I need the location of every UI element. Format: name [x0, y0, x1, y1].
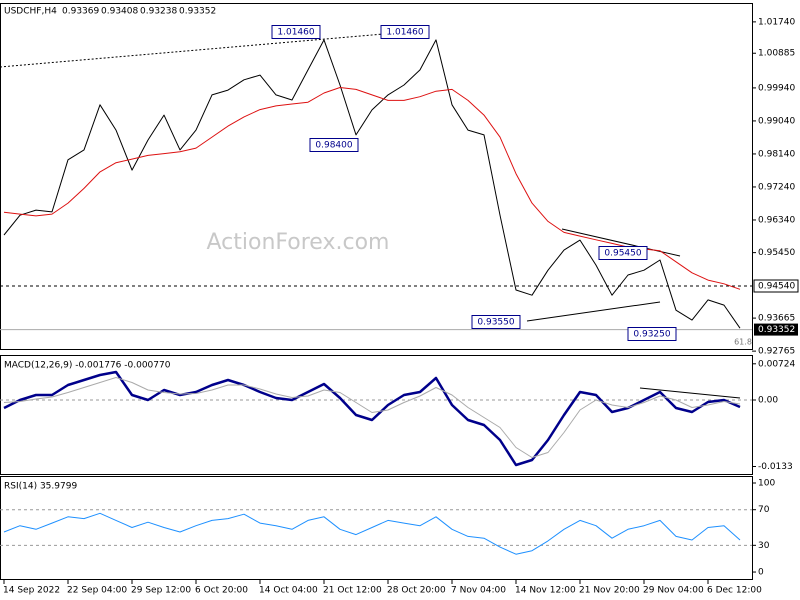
y-tick-label: -0.0133 [758, 462, 793, 472]
x-tick-label: 14 Sep 2022 [3, 586, 60, 596]
y-tick-label: 0.92765 [758, 347, 795, 357]
x-tick-label: 21 Oct 12:00 [323, 586, 382, 596]
x-tick-label: 6 Oct 20:00 [195, 586, 248, 596]
trend-line [639, 387, 741, 399]
annotation-box [380, 25, 430, 39]
x-tick-label: 14 Oct 04:00 [259, 586, 318, 596]
x-tick-label: 28 Oct 20:00 [387, 586, 446, 596]
annotation-box [271, 25, 321, 39]
y-tick-label: 0.00 [758, 396, 778, 406]
series-line [3, 512, 741, 555]
level-label-box [753, 279, 799, 293]
series-line [3, 87, 741, 290]
annotation: 0.93250 [633, 330, 670, 340]
annotation: 0.98400 [315, 141, 352, 151]
annotation-box [598, 246, 648, 260]
y-tick-label: 0.99940 [758, 83, 795, 93]
x-tick-label: 29 Nov 04:00 [643, 586, 704, 596]
ohlc-value: 0.93369 [62, 7, 99, 17]
level-label: 0.94540 [758, 282, 795, 292]
y-tick-label: 0 [758, 568, 764, 578]
x-tick-label: 22 Sep 04:00 [67, 586, 127, 596]
series-line [3, 370, 741, 467]
y-tick-label: 1.01740 [758, 17, 795, 27]
trend-line [526, 301, 661, 322]
ohlc-value: 0.93238 [140, 7, 177, 17]
y-tick-label: 100 [758, 478, 775, 488]
x-tick-label: 29 Sep 12:00 [131, 586, 191, 596]
y-tick-label: 0.96340 [758, 215, 795, 225]
x-tick-label: 14 Nov 12:00 [515, 586, 576, 596]
x-tick-label: 7 Nov 04:00 [451, 586, 506, 596]
y-tick-label: 1.00885 [758, 49, 795, 59]
annotation-box [627, 327, 677, 341]
watermark: ActionForex.com [207, 230, 390, 255]
y-tick-label: 0.00724 [758, 359, 795, 369]
annotation: 1.01460 [386, 28, 423, 38]
rsi-title: RSI(14) 35.9799 [4, 482, 77, 492]
last-price-box [754, 323, 798, 336]
y-tick-label: 0.97240 [758, 182, 795, 192]
y-tick-label: 0.99040 [758, 116, 795, 126]
y-tick-label: 0.95450 [758, 248, 795, 258]
annotation: 61.8 [734, 338, 752, 347]
macd-panel [0, 355, 753, 475]
annotation-box [309, 138, 359, 152]
x-tick-label: 6 Dec 12:00 [707, 586, 762, 596]
macd-title: MACD(12,26,9) -0.001776 -0.000770 [4, 361, 171, 371]
y-tick-label: 0.98140 [758, 149, 795, 159]
annotation-box [471, 315, 521, 329]
y-tick-label: 70 [758, 505, 770, 515]
last-price-label: 0.93352 [758, 325, 795, 335]
y-tick-label: 30 [758, 541, 770, 551]
annotation: 0.95450 [604, 249, 641, 259]
series-line [3, 39, 741, 329]
rsi-panel [0, 476, 753, 580]
series-line [3, 377, 741, 458]
x-tick-label: 21 Nov 20:00 [579, 586, 640, 596]
symbol: USDCHF,H4 [4, 7, 57, 17]
ohlc-value: 0.93408 [101, 7, 138, 17]
price-panel [0, 3, 753, 350]
annotation: 0.93550 [477, 318, 514, 328]
y-tick-label: 0.93665 [758, 314, 795, 324]
annotation: 1.01460 [277, 28, 314, 38]
ohlc-value: 0.93352 [179, 7, 216, 17]
